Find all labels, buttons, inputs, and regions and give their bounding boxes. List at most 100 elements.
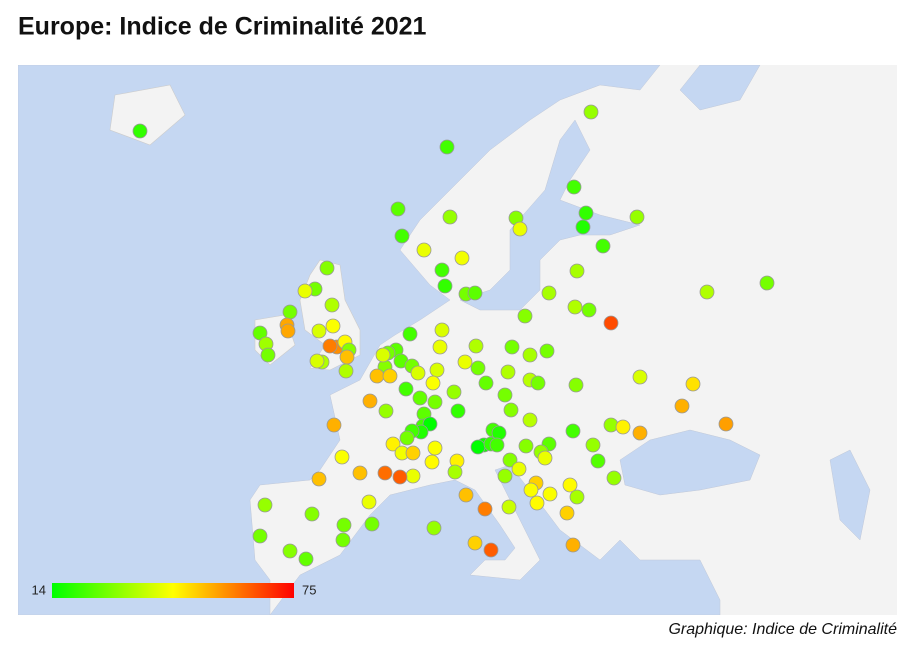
city-point <box>500 364 516 380</box>
city-point <box>410 365 426 381</box>
city-point <box>569 263 585 279</box>
city-point <box>470 439 486 455</box>
city-point <box>454 250 470 266</box>
city-point <box>439 139 455 155</box>
city-point <box>606 470 622 486</box>
city-point <box>518 438 534 454</box>
city-point <box>434 322 450 338</box>
city-point <box>568 377 584 393</box>
city-point <box>405 468 421 484</box>
city-point <box>338 363 354 379</box>
city-point <box>569 489 585 505</box>
city-point <box>457 354 473 370</box>
city-point <box>405 445 421 461</box>
city-point <box>512 221 528 237</box>
city-point <box>477 501 493 517</box>
city-point <box>282 543 298 559</box>
city-point <box>434 262 450 278</box>
city-point <box>442 209 458 225</box>
city-point <box>336 517 352 533</box>
city-point <box>297 283 313 299</box>
city-point <box>252 528 268 544</box>
city-point <box>585 437 601 453</box>
city-point <box>566 179 582 195</box>
city-point <box>280 323 296 339</box>
legend-bar <box>52 583 294 598</box>
city-point <box>458 487 474 503</box>
city-point <box>699 284 715 300</box>
city-point <box>497 387 513 403</box>
city-point <box>504 339 520 355</box>
city-point <box>483 542 499 558</box>
city-point <box>298 551 314 567</box>
city-point <box>304 506 320 522</box>
city-point <box>392 469 408 485</box>
city-point <box>501 499 517 515</box>
city-point <box>362 393 378 409</box>
city-point <box>425 375 441 391</box>
title: Europe: Indice de Criminalité 2021 <box>18 13 427 41</box>
city-point <box>595 238 611 254</box>
city-point <box>542 486 558 502</box>
points <box>132 104 775 567</box>
city-point <box>467 535 483 551</box>
city-point <box>583 104 599 120</box>
city-point <box>339 349 355 365</box>
city-point <box>629 209 645 225</box>
city-point <box>325 318 341 334</box>
city-point <box>632 425 648 441</box>
city-point <box>470 360 486 376</box>
legend-max: 75 <box>302 582 316 597</box>
city-point <box>581 302 597 318</box>
city-point <box>424 454 440 470</box>
city-point <box>502 452 518 468</box>
city-point <box>562 477 578 493</box>
map <box>18 65 897 615</box>
city-point <box>361 494 377 510</box>
city-point <box>402 326 418 342</box>
city-point <box>522 412 538 428</box>
city-point <box>309 353 325 369</box>
legend-min: 14 <box>32 582 46 597</box>
city-point <box>685 376 701 392</box>
city-point <box>382 368 398 384</box>
city-point <box>615 419 631 435</box>
city-point <box>517 308 533 324</box>
city-point <box>759 275 775 291</box>
city-point <box>432 339 448 355</box>
city-point <box>590 453 606 469</box>
city-point <box>257 497 273 513</box>
city-point <box>447 464 463 480</box>
city-point <box>322 338 338 354</box>
city-point <box>335 532 351 548</box>
city-point <box>319 260 335 276</box>
city-point <box>539 343 555 359</box>
city-point <box>311 323 327 339</box>
city-point <box>541 285 557 301</box>
city-point <box>377 465 393 481</box>
city-point <box>416 242 432 258</box>
city-point <box>674 398 690 414</box>
city-point <box>282 304 298 320</box>
city-point <box>497 468 513 484</box>
city-point <box>489 437 505 453</box>
city-point <box>718 416 734 432</box>
city-point <box>326 417 342 433</box>
city-point <box>446 384 462 400</box>
city-point <box>398 381 414 397</box>
city-point <box>394 228 410 244</box>
city-point <box>530 375 546 391</box>
city-point <box>450 403 466 419</box>
city-point <box>375 347 391 363</box>
city-point <box>567 299 583 315</box>
city-point <box>575 219 591 235</box>
city-point <box>523 482 539 498</box>
city-point <box>437 278 453 294</box>
city-point <box>334 449 350 465</box>
city-point <box>390 201 406 217</box>
city-point <box>522 347 538 363</box>
city-point <box>385 436 401 452</box>
city-point <box>427 440 443 456</box>
city-point <box>578 205 594 221</box>
